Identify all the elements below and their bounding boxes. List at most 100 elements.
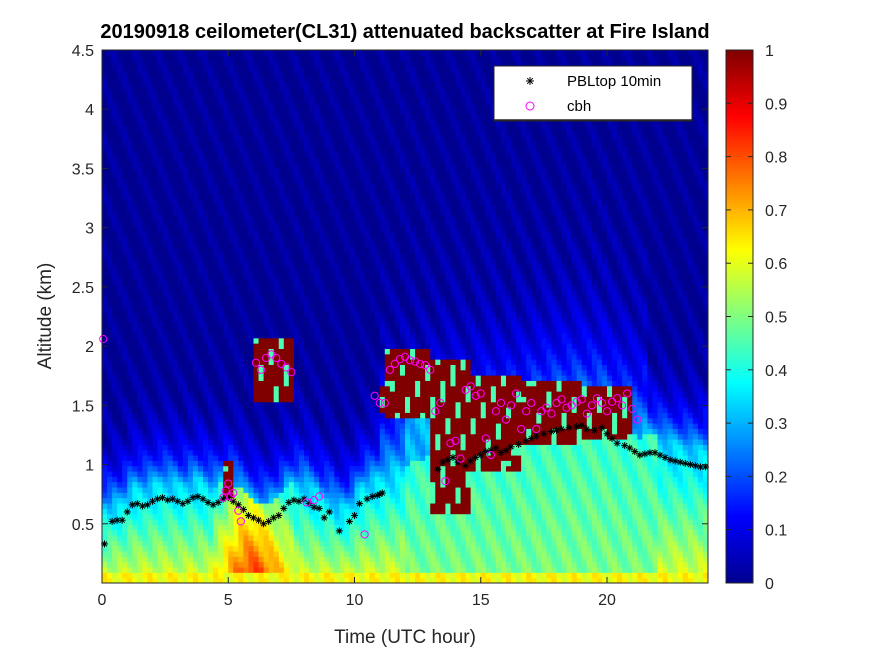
heatmap-cell: [197, 385, 204, 392]
heatmap-cell: [187, 60, 194, 67]
heatmap-cell: [117, 135, 123, 142]
heatmap-cell: [334, 151, 340, 158]
heatmap-cell: [167, 316, 174, 323]
heatmap-cell: [314, 359, 320, 365]
heatmap-cell: [263, 177, 270, 184]
heatmap-cell: [283, 327, 290, 333]
heatmap-cell: [112, 508, 118, 515]
heatmap-cell: [253, 97, 260, 104]
heatmap-cell: [117, 247, 123, 254]
heatmap-cell: [248, 417, 254, 424]
heatmap-cell: [102, 439, 108, 445]
heatmap-cell: [258, 343, 265, 349]
heatmap-cell: [102, 225, 108, 232]
heatmap-cell: [263, 199, 270, 206]
heatmap-cell: [283, 417, 290, 424]
heatmap-cell: [152, 396, 159, 403]
heatmap-cell: [177, 545, 184, 552]
heatmap-cell: [208, 503, 214, 509]
heatmap-cell: [197, 172, 204, 179]
heatmap-cell: [339, 375, 345, 381]
heatmap-cell: [273, 396, 280, 403]
heatmap-cell: [167, 556, 174, 563]
heatmap-cell: [127, 337, 133, 344]
heatmap-cell: [213, 503, 219, 509]
heatmap-cell: [107, 103, 113, 110]
heatmap-cell: [314, 151, 320, 158]
heatmap-cell: [147, 172, 153, 179]
heatmap-cell: [208, 161, 214, 168]
heatmap-cell: [243, 257, 249, 264]
heatmap-cell: [324, 455, 330, 461]
heatmap-cell: [102, 279, 108, 286]
heatmap-cell: [102, 465, 108, 472]
heatmap-cell: [263, 321, 270, 328]
heatmap-cell: [233, 129, 239, 136]
heatmap-cell: [238, 444, 244, 451]
heatmap-cell: [253, 65, 260, 72]
heatmap-cell: [132, 81, 138, 88]
heatmap-cell: [339, 81, 345, 88]
heatmap-cell: [122, 183, 128, 190]
heatmap-cell: [203, 401, 209, 408]
heatmap-cell: [177, 327, 184, 333]
heatmap-cell: [182, 103, 189, 110]
heatmap-cell: [293, 449, 300, 456]
heatmap-cell: [203, 385, 209, 392]
heatmap-cell: [238, 71, 244, 78]
heatmap-cell: [278, 460, 285, 467]
heatmap-cell: [112, 295, 118, 302]
heatmap-cell: [283, 545, 290, 552]
heatmap-cell: [122, 257, 128, 264]
heatmap-cell: [339, 65, 345, 72]
heatmap-cell: [293, 156, 300, 163]
heatmap-cell: [192, 476, 199, 483]
heatmap-cell: [228, 492, 234, 499]
heatmap-cell: [288, 353, 295, 360]
heatmap-cell: [309, 76, 315, 83]
heatmap-cell: [167, 209, 174, 216]
heatmap-cell: [213, 204, 219, 211]
heatmap-cell: [122, 193, 128, 200]
heatmap-cell: [268, 124, 275, 131]
heatmap-cell: [233, 545, 239, 552]
heatmap-cell: [319, 423, 325, 429]
heatmap-cell: [283, 535, 290, 541]
heatmap-cell: [309, 396, 315, 403]
heatmap-cell: [192, 119, 199, 126]
heatmap-cell: [218, 567, 224, 573]
heatmap-cell: [253, 247, 260, 254]
heatmap-cell: [172, 439, 179, 445]
heatmap-cell: [137, 380, 143, 387]
heatmap-cell: [304, 97, 310, 104]
heatmap-cell: [263, 236, 270, 243]
heatmap-cell: [238, 87, 244, 94]
heatmap-cell: [288, 327, 295, 333]
heatmap-cell: [117, 375, 123, 381]
heatmap-cell: [293, 129, 300, 136]
heatmap-cell: [172, 428, 179, 435]
heatmap-cell: [288, 289, 295, 296]
heatmap-cell: [314, 204, 320, 211]
heatmap-cell: [157, 183, 164, 190]
heatmap-cell: [243, 343, 249, 349]
heatmap-cell: [213, 209, 219, 216]
heatmap-cell: [152, 65, 159, 72]
heatmap-cell: [223, 508, 229, 515]
heatmap-cell: [298, 359, 305, 365]
heatmap-cell: [268, 343, 275, 349]
heatmap-cell: [203, 337, 209, 344]
heatmap-cell: [177, 295, 184, 302]
heatmap-cell: [344, 439, 350, 445]
heatmap-cell: [157, 401, 164, 408]
heatmap-cell: [319, 455, 325, 461]
heatmap-cell: [283, 551, 290, 557]
heatmap-cell: [283, 241, 290, 248]
heatmap-cell: [283, 305, 290, 312]
heatmap-cell: [192, 124, 199, 131]
heatmap-cell: [314, 412, 320, 419]
heatmap-cell: [152, 519, 159, 525]
heatmap-cell: [182, 423, 189, 429]
heatmap-cell: [112, 172, 118, 179]
heatmap-cell: [344, 193, 350, 200]
